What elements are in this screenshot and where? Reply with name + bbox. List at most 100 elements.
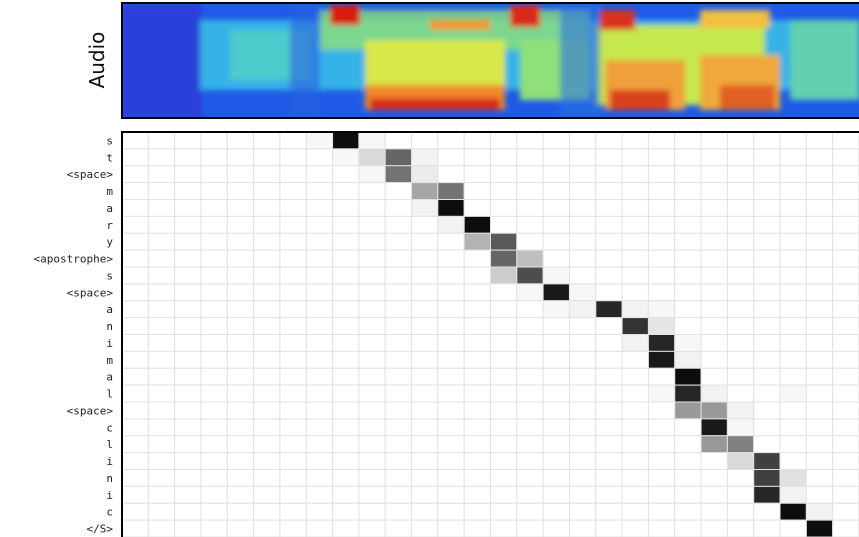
heat-cell	[280, 301, 306, 318]
heat-cell	[254, 351, 280, 368]
heat-cell	[622, 503, 648, 520]
heat-cell	[464, 385, 490, 402]
heat-cell	[385, 250, 411, 267]
heat-cell	[359, 200, 385, 217]
heat-cell	[491, 486, 517, 503]
heat-cell	[438, 250, 464, 267]
heat-cell	[701, 284, 727, 301]
heat-cell	[622, 149, 648, 166]
heat-cell	[517, 200, 543, 217]
heat-cell	[464, 335, 490, 352]
heat-cell	[622, 453, 648, 470]
heat-cell	[569, 335, 595, 352]
heat-cell	[596, 216, 622, 233]
heat-cell	[675, 284, 701, 301]
heat-cell	[385, 385, 411, 402]
heat-cell	[833, 368, 859, 385]
heat-cell	[833, 267, 859, 284]
heat-cell	[359, 385, 385, 402]
heat-cell	[596, 486, 622, 503]
heat-cell	[517, 470, 543, 487]
heat-cell	[517, 132, 543, 149]
heat-cell	[648, 385, 674, 402]
heat-cell	[227, 216, 253, 233]
heat-cell	[675, 267, 701, 284]
heat-cell	[833, 216, 859, 233]
heat-cell	[569, 470, 595, 487]
heat-cell	[806, 200, 832, 217]
heat-cell	[780, 503, 806, 520]
heat-cell	[727, 335, 753, 352]
heat-cell	[806, 267, 832, 284]
heat-cell	[280, 216, 306, 233]
heat-cell	[596, 453, 622, 470]
y-tick-label: a	[106, 202, 113, 215]
heat-cell	[385, 335, 411, 352]
y-tick-label: i	[106, 455, 113, 468]
heat-cell	[596, 200, 622, 217]
heat-cell	[280, 520, 306, 537]
heat-cell	[227, 503, 253, 520]
heat-cell	[675, 436, 701, 453]
heat-cell	[622, 250, 648, 267]
heat-cell	[175, 503, 201, 520]
heat-cell	[517, 267, 543, 284]
heat-cell	[754, 149, 780, 166]
heat-cell	[464, 250, 490, 267]
heat-cell	[543, 233, 569, 250]
heat-cell	[780, 149, 806, 166]
heat-cell	[491, 132, 517, 149]
heat-cell	[648, 436, 674, 453]
heat-cell	[333, 250, 359, 267]
heat-cell	[412, 402, 438, 419]
heat-cell	[175, 132, 201, 149]
heat-cell	[727, 301, 753, 318]
heat-cell	[201, 183, 227, 200]
heat-cell	[412, 419, 438, 436]
heat-cell	[596, 503, 622, 520]
heat-cell	[754, 132, 780, 149]
heat-cell	[833, 436, 859, 453]
heat-cell	[122, 503, 148, 520]
heat-cell	[517, 402, 543, 419]
heat-cell	[464, 520, 490, 537]
heat-cell	[280, 351, 306, 368]
heat-cell	[491, 149, 517, 166]
heat-cell	[569, 250, 595, 267]
heat-cell	[701, 402, 727, 419]
heat-cell	[385, 503, 411, 520]
heat-cell	[648, 149, 674, 166]
heat-cell	[754, 335, 780, 352]
heat-cell	[412, 436, 438, 453]
heat-cell	[227, 335, 253, 352]
heat-cell	[780, 267, 806, 284]
heat-cell	[280, 486, 306, 503]
heat-cell	[254, 470, 280, 487]
heat-cell	[306, 166, 332, 183]
heat-cell	[569, 183, 595, 200]
heat-cell	[596, 233, 622, 250]
heat-cell	[438, 284, 464, 301]
heat-cell	[412, 503, 438, 520]
heat-cell	[359, 368, 385, 385]
heat-cell	[833, 385, 859, 402]
heat-cell	[675, 419, 701, 436]
heat-cell	[780, 368, 806, 385]
heat-cell	[306, 385, 332, 402]
heat-cell	[333, 301, 359, 318]
heat-cell	[385, 402, 411, 419]
heat-cell	[254, 183, 280, 200]
heat-cell	[359, 149, 385, 166]
heat-cell	[438, 402, 464, 419]
heat-cell	[727, 419, 753, 436]
heat-cell	[491, 183, 517, 200]
heat-cell	[359, 318, 385, 335]
heat-cell	[622, 200, 648, 217]
heat-cell	[543, 470, 569, 487]
heat-cell	[280, 385, 306, 402]
heat-cell	[438, 453, 464, 470]
heat-cell	[385, 453, 411, 470]
heat-cell	[385, 419, 411, 436]
heat-cell	[175, 284, 201, 301]
heat-cell	[464, 486, 490, 503]
